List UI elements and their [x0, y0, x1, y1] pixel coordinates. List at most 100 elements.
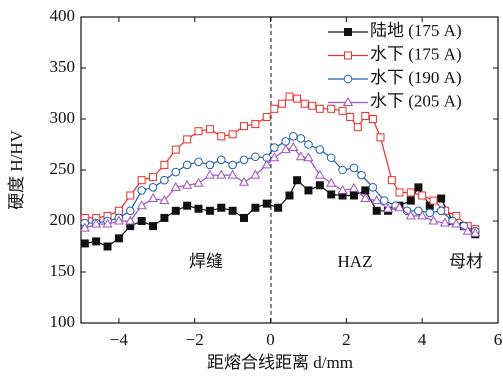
marker	[285, 191, 294, 200]
y-axis-label: 硬度 H/HV	[7, 129, 26, 210]
marker	[240, 122, 249, 131]
x-tick-label: 2	[342, 330, 351, 349]
marker	[261, 159, 272, 169]
marker	[170, 181, 181, 191]
y-tick-label: 250	[50, 159, 76, 178]
marker	[251, 152, 260, 162]
marker	[277, 99, 286, 108]
annotation: 焊缝	[189, 252, 223, 271]
marker	[349, 191, 358, 200]
marker	[183, 135, 192, 144]
marker	[228, 206, 237, 215]
marker	[228, 160, 237, 170]
marker	[171, 206, 180, 215]
marker	[361, 186, 370, 195]
marker	[114, 234, 123, 243]
marker	[238, 176, 250, 186]
legend-marker	[343, 74, 353, 84]
marker	[171, 145, 180, 154]
marker	[80, 239, 89, 248]
marker	[429, 196, 438, 205]
marker	[114, 206, 123, 215]
marker	[113, 215, 124, 225]
marker	[79, 222, 90, 232]
marker	[428, 215, 439, 225]
marker	[394, 202, 405, 212]
marker	[205, 160, 215, 170]
marker	[103, 242, 112, 251]
y-tick-label: 100	[50, 312, 76, 331]
marker	[304, 140, 313, 149]
x-axis-label: 距熔合线距离 d/mm	[207, 353, 353, 372]
annotation: 母材	[449, 252, 483, 271]
marker	[405, 210, 416, 220]
marker	[349, 163, 359, 173]
marker	[338, 106, 347, 115]
x-tick-label: 6	[494, 330, 503, 349]
marker	[251, 203, 260, 212]
marker	[462, 225, 473, 235]
marker	[376, 133, 385, 142]
legend-label: 水下 (190 A)	[370, 68, 462, 87]
marker	[270, 104, 279, 113]
marker	[288, 132, 298, 141]
x-tick-label: 4	[418, 330, 427, 349]
marker	[251, 120, 260, 129]
marker	[406, 188, 415, 197]
marker	[125, 215, 136, 225]
marker	[418, 191, 427, 200]
marker	[148, 183, 158, 192]
marker	[91, 218, 102, 228]
marker	[327, 190, 336, 199]
marker	[194, 204, 203, 213]
marker	[303, 152, 314, 162]
marker	[149, 173, 158, 182]
marker	[136, 200, 147, 210]
marker	[437, 194, 446, 203]
marker	[137, 176, 146, 185]
marker	[217, 203, 226, 212]
marker	[204, 169, 215, 179]
marker	[182, 179, 193, 189]
marker	[262, 199, 271, 208]
marker	[314, 169, 325, 179]
marker	[439, 217, 450, 227]
legend-label: 水下 (205 A)	[370, 91, 462, 110]
marker	[308, 101, 317, 110]
marker	[315, 181, 324, 190]
marker	[326, 153, 336, 163]
marker	[183, 201, 192, 210]
marker	[368, 115, 377, 123]
legend-marker	[344, 28, 352, 36]
marker	[270, 143, 279, 152]
marker	[250, 169, 261, 179]
marker	[193, 177, 204, 187]
marker	[436, 206, 446, 216]
marker	[327, 104, 336, 113]
marker	[346, 112, 355, 121]
marker	[149, 222, 158, 231]
marker	[372, 206, 381, 215]
marker	[240, 213, 249, 222]
marker	[147, 193, 159, 203]
marker	[315, 145, 325, 154]
marker	[338, 165, 347, 175]
annotation: HAZ	[338, 252, 373, 271]
legend-marker	[344, 51, 352, 60]
marker	[280, 144, 291, 154]
legend-marker	[342, 96, 354, 106]
marker	[288, 142, 299, 152]
marker	[194, 127, 203, 136]
marker	[194, 157, 203, 167]
marker	[417, 210, 428, 220]
y-tick-label: 200	[50, 210, 76, 229]
marker	[293, 176, 302, 185]
marker	[217, 132, 226, 141]
marker	[227, 169, 238, 179]
marker	[315, 104, 324, 113]
legend-label: 水下 (175 A)	[370, 44, 462, 63]
marker	[182, 160, 192, 170]
marker	[295, 151, 306, 161]
marker	[126, 191, 135, 200]
marker	[160, 213, 169, 222]
